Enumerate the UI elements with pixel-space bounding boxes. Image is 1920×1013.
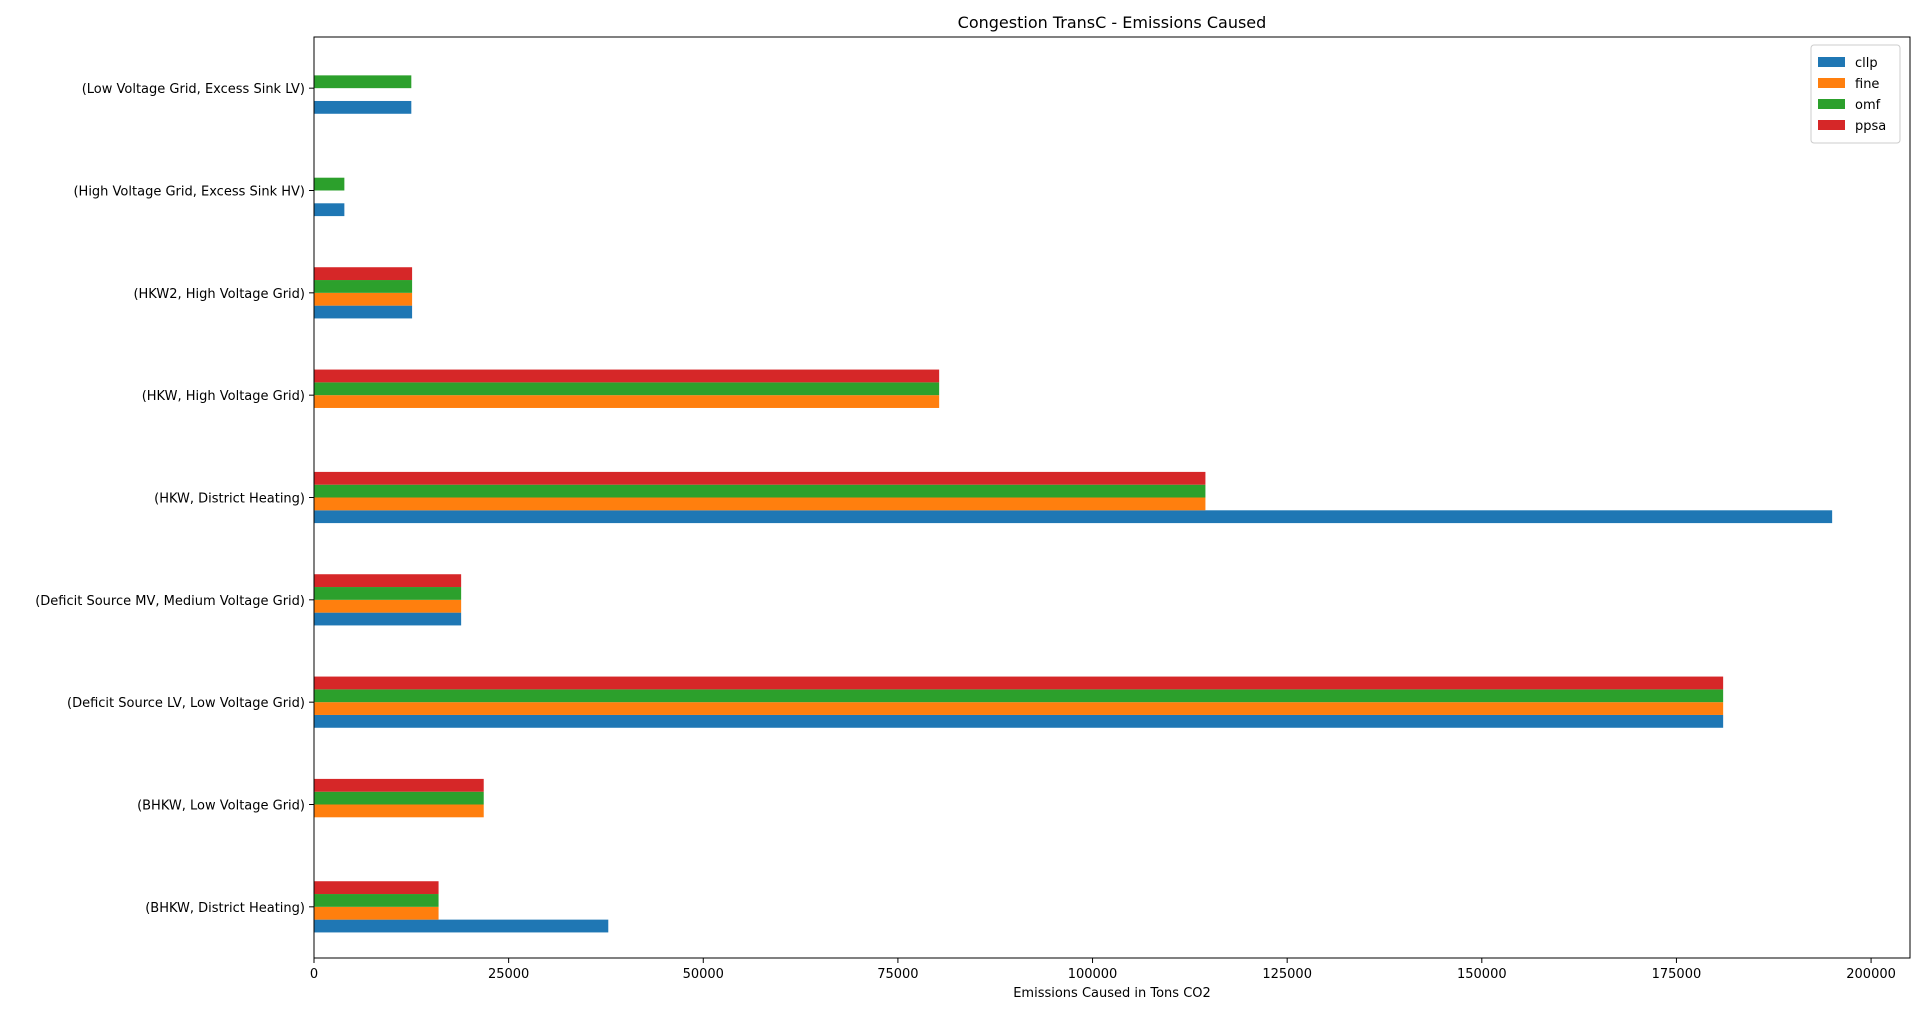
bar-fine-1 [314,804,484,818]
x-tick-label: 50000 [683,967,724,982]
bar-fine-4 [314,497,1206,511]
bar-ppsa-5 [314,369,940,383]
bar-ppsa-0 [314,881,439,895]
legend-label-omf: omf [1855,98,1881,113]
x-tick-label: 25000 [488,967,529,982]
bar-ppsa-4 [314,471,1206,485]
x-tick-label: 125000 [1262,967,1312,982]
bar-cllp-4 [314,510,1833,524]
y-axis: (BHKW, District Heating) (BHKW, Low Volta… [35,82,314,916]
legend-swatch-ppsa [1818,120,1845,130]
bar-omf-0 [314,894,439,907]
bar-omf-8 [314,75,412,89]
legend-label-cllp: cllp [1855,56,1878,71]
bar-fine-5 [314,395,940,408]
y-tick-label: (HKW, High Voltage Grid) [142,389,305,404]
bar-cllp-8 [314,100,412,114]
y-tick-label: (Low Voltage Grid, Excess Sink LV) [82,82,305,97]
x-axis: 0 25000 50000 75000 100000 125000 150000 175000… [310,958,1896,982]
y-tick-label: (Deficit Source LV, Low Voltage Grid) [67,696,305,711]
legend-swatch-cllp [1818,57,1845,67]
chart-title: Congestion TransC - Emissions Caused [958,13,1267,32]
bar-cllp-2 [314,714,1724,728]
bar-ppsa-6 [314,267,413,281]
bar-cllp-6 [314,305,413,319]
bar-ppsa-1 [314,778,484,792]
x-tick-label: 200000 [1846,967,1896,982]
bar-omf-1 [314,791,484,805]
y-tick-label: (BHKW, District Heating) [145,901,305,916]
bar-fine-3 [314,599,462,613]
legend: cllp fine omf ppsa [1810,44,1901,144]
legend-label-fine: fine [1855,77,1879,92]
bar-cllp-7 [314,203,345,217]
y-tick-label: (High Voltage Grid, Excess Sink HV) [73,185,305,200]
x-tick-label: 0 [310,967,318,982]
bar-ppsa-2 [314,676,1724,690]
y-tick-label: (HKW2, High Voltage Grid) [133,287,305,302]
legend-swatch-omf [1818,99,1845,109]
x-tick-label: 175000 [1652,967,1702,982]
bar-fine-6 [314,292,413,306]
bar-cllp-0 [314,919,609,933]
bar-omf-7 [314,177,345,191]
x-tick-label: 100000 [1068,967,1118,982]
bar-fine-0 [314,906,439,920]
y-tick-label: (Deficit Source MV, Medium Voltage Grid) [35,594,305,609]
legend-label-ppsa: ppsa [1855,119,1886,134]
y-tick-label: (BHKW, Low Voltage Grid) [137,799,305,814]
bar-omf-4 [314,484,1206,498]
bar-omf-6 [314,280,413,293]
x-tick-label: 75000 [877,967,918,982]
bar-cllp-3 [314,612,462,626]
bar-ppsa-3 [314,574,462,588]
x-axis-title: Emissions Caused in Tons CO2 [1013,986,1211,1001]
bar-omf-2 [314,689,1724,703]
bar-omf-3 [314,587,462,600]
y-tick-label: (HKW, District Heating) [154,492,305,507]
legend-swatch-fine [1818,78,1845,88]
x-tick-label: 150000 [1457,967,1507,982]
bar-omf-5 [314,382,940,396]
bars-layer [314,75,1833,933]
legend-box [1810,44,1901,144]
bar-fine-2 [314,702,1724,715]
